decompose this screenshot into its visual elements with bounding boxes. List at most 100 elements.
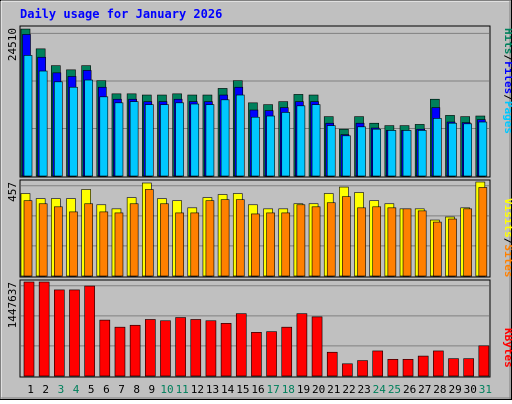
bar-sites-day-18 [281, 212, 291, 277]
legend-separator-2: / [502, 94, 512, 101]
x-tick-label-day-23: 23 [358, 383, 371, 396]
x-tick-label-day-2: 2 [42, 383, 49, 396]
x-tick-label-day-31: 31 [479, 383, 492, 396]
bar-pages-day-24 [372, 128, 382, 177]
bar-pages-day-2 [38, 70, 48, 177]
bar-kbytes-day-3 [54, 289, 65, 377]
bar-pages-day-30 [463, 123, 472, 177]
legend-separator-1: / [502, 55, 512, 62]
x-tick-label-day-17: 17 [267, 383, 280, 396]
bar-pages-day-7 [114, 102, 124, 177]
bar-pages-day-10 [160, 104, 169, 177]
bar-sites-day-17 [266, 212, 275, 277]
chart-title: Daily usage for January 2026 [20, 7, 222, 21]
x-tick-label-day-26: 26 [403, 383, 416, 396]
bar-sites-day-26 [402, 208, 412, 277]
x-tick-label-day-15: 15 [236, 383, 249, 396]
bar-pages-day-26 [402, 130, 412, 177]
bar-pages-day-19 [296, 105, 306, 177]
bar-sites-day-4 [69, 211, 78, 277]
legend-visits-sites: Visits/Sites [502, 198, 512, 278]
bar-pages-day-4 [69, 86, 78, 177]
bar-sites-day-9 [144, 189, 154, 277]
x-tick-label-day-12: 12 [191, 383, 204, 396]
bar-pages-day-21 [326, 125, 336, 177]
bar-sites-day-20 [311, 206, 321, 277]
bar-kbytes-day-5 [84, 285, 95, 377]
x-tick-label-day-28: 28 [433, 383, 446, 396]
legend-separator-3: / [502, 238, 512, 245]
bar-kbytes-day-11 [175, 317, 186, 377]
bar-kbytes-day-7 [114, 326, 126, 377]
bar-kbytes-day-13 [205, 320, 217, 377]
bar-sites-day-28 [433, 221, 442, 277]
bar-sites-day-31 [478, 187, 488, 277]
bar-sites-day-2 [38, 203, 48, 277]
x-tick-label-day-24: 24 [373, 383, 387, 396]
bar-kbytes-day-26 [402, 358, 414, 377]
legend-visits: Visits [502, 198, 512, 238]
x-tick-label-day-9: 9 [149, 383, 156, 396]
legend-files: Files [502, 61, 512, 94]
y-max-label-visits: 457 [6, 182, 19, 202]
x-tick-label-day-3: 3 [58, 383, 65, 396]
bar-kbytes-day-16 [251, 332, 262, 377]
bar-pages-day-12 [190, 103, 200, 177]
bar-kbytes-day-6 [99, 319, 111, 377]
bar-pages-day-9 [144, 104, 154, 177]
bar-sites-day-25 [387, 207, 397, 277]
bar-kbytes-day-10 [160, 320, 171, 377]
bar-kbytes-day-12 [190, 319, 202, 377]
bar-sites-day-27 [417, 210, 427, 277]
bar-sites-day-15 [235, 199, 245, 277]
bar-pages-day-6 [99, 96, 109, 177]
x-tick-label-day-21: 21 [327, 383, 340, 396]
bar-sites-day-8 [129, 203, 139, 277]
bar-kbytes-day-23 [357, 360, 368, 377]
bar-pages-day-17 [266, 115, 275, 177]
x-tick-label-day-6: 6 [103, 383, 110, 396]
bar-kbytes-day-19 [296, 313, 308, 377]
x-tick-label-day-7: 7 [118, 383, 125, 396]
bar-sites-day-10 [160, 203, 169, 277]
bar-pages-day-3 [54, 81, 63, 177]
bar-sites-day-29 [448, 218, 457, 277]
bar-pages-day-23 [357, 126, 366, 177]
x-tick-label-day-14: 14 [221, 383, 235, 396]
bar-kbytes-day-20 [311, 316, 323, 377]
bar-pages-day-25 [387, 130, 397, 177]
y-max-label-kbytes: 1447637 [6, 282, 19, 328]
bar-kbytes-day-17 [266, 331, 277, 377]
x-tick-label-day-13: 13 [206, 383, 219, 396]
bar-pages-day-22 [342, 135, 351, 177]
x-tick-label-day-8: 8 [133, 383, 140, 396]
legend-hits: Hits [502, 28, 512, 55]
x-tick-label-day-22: 22 [342, 383, 355, 396]
legend-hits-files-pages: Hits/Files/Pages [502, 28, 512, 134]
legend-kbytes: KBytes [502, 328, 512, 368]
bar-pages-day-11 [175, 102, 184, 177]
bar-pages-day-16 [251, 116, 260, 177]
bar-pages-day-27 [417, 130, 427, 177]
bar-kbytes-day-8 [129, 324, 141, 377]
y-max-label-hits: 24510 [6, 28, 19, 61]
bar-kbytes-day-14 [220, 323, 232, 377]
bar-sites-day-1 [23, 200, 33, 277]
bar-sites-day-24 [372, 206, 382, 277]
bar-kbytes-day-15 [235, 313, 247, 377]
bar-pages-day-13 [205, 104, 215, 177]
x-tick-label-day-10: 10 [160, 383, 173, 396]
bar-pages-day-28 [433, 118, 442, 177]
bar-sites-day-30 [463, 208, 472, 277]
x-tick-label-day-19: 19 [297, 383, 310, 396]
bar-pages-day-20 [311, 104, 321, 177]
bar-kbytes-day-22 [342, 363, 353, 377]
x-tick-label-day-1: 1 [27, 383, 34, 396]
bar-kbytes-day-25 [387, 358, 399, 377]
bar-sites-day-22 [342, 196, 351, 277]
bar-kbytes-day-30 [463, 358, 474, 377]
bar-kbytes-day-2 [38, 281, 50, 377]
legend-pages: Pages [502, 101, 512, 134]
bar-pages-day-8 [129, 101, 139, 177]
